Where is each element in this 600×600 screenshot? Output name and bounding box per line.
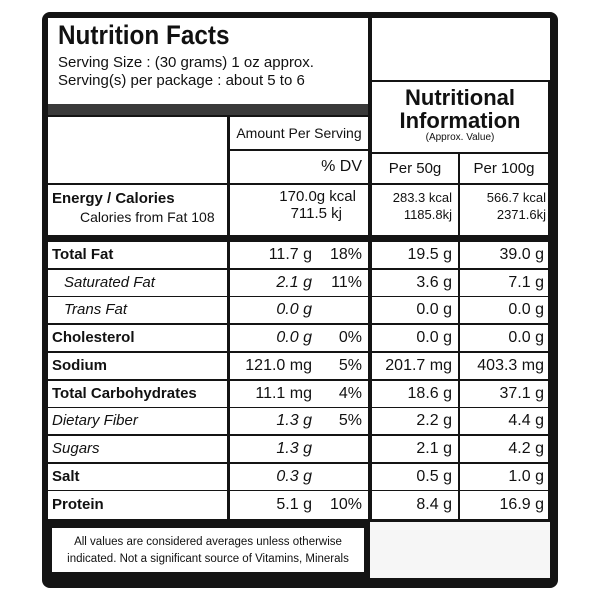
nutrient-amount: 1.3 g — [230, 436, 318, 462]
nutrient-dv: 5% — [318, 353, 368, 379]
energy-per50-kj: 1185.8kj — [403, 207, 452, 222]
blank-top-right — [372, 18, 550, 80]
nutrient-per100: 403.3 mg — [460, 353, 548, 379]
nutrient-name: Trans Fat — [48, 297, 227, 323]
nutrient-amount: 2.1 g — [230, 270, 318, 296]
nutrient-per100: 4.4 g — [460, 408, 548, 434]
nutrient-name: Protein — [48, 491, 227, 519]
energy-per50: 283.3 kcal 1185.8kj — [372, 185, 458, 235]
footnote-line-2: indicated. Not a significant source of V… — [67, 553, 349, 565]
energy-serving-kcal: 170.0g kcal — [279, 188, 356, 205]
nutritional-information-header: Nutritional Information (Approx. Value) — [372, 82, 548, 152]
nutrient-name: Total Fat — [48, 242, 227, 268]
nutrient-dv: 0% — [318, 325, 368, 351]
calories-from-fat: Calories from Fat 108 — [80, 209, 215, 225]
energy-per50-kcal: 283.3 kcal — [392, 190, 452, 205]
nutritional-subtitle: (Approx. Value) — [425, 132, 495, 143]
energy-per100: 566.7 kcal 2371.6kj — [460, 185, 548, 235]
nutrient-per100: 16.9 g — [460, 491, 548, 519]
nutrient-name: Cholesterol — [48, 325, 227, 351]
nutritional-title-2: Information — [399, 108, 521, 133]
nutrient-amount: 11.7 g — [230, 242, 318, 268]
nutrient-per100: 4.2 g — [460, 436, 548, 462]
servings-per-package: Serving(s) per package : about 5 to 6 — [58, 72, 305, 89]
footnote-line-1: All values are considered averages unles… — [74, 536, 342, 548]
per100-header: Per 100g — [460, 154, 548, 183]
nutrient-dv — [318, 464, 368, 490]
energy-serving-kj: 711.5 kj — [290, 205, 342, 222]
label-header-blank — [48, 117, 227, 183]
energy-label: Energy / Calories Calories from Fat 108 — [48, 185, 227, 235]
nutrient-per50: 8.4 g — [372, 491, 458, 519]
energy-per100-kj: 2371.6kj — [496, 207, 546, 222]
footnote: All values are considered averages unles… — [50, 526, 366, 574]
nutrient-amount: 0.0 g — [230, 297, 318, 323]
nutritional-title-1: Nutritional — [405, 85, 515, 110]
nutrient-per100: 0.0 g — [460, 297, 548, 323]
nutrient-per100: 1.0 g — [460, 464, 548, 490]
nutrient-per50: 2.2 g — [372, 408, 458, 434]
serving-size: Serving Size : (30 grams) 1 oz approx. — [58, 54, 314, 71]
nutrient-per50: 0.0 g — [372, 297, 458, 323]
nutrition-facts-panel: Nutrition Facts Serving Size : (30 grams… — [48, 18, 368, 104]
nutrient-per50: 0.5 g — [372, 464, 458, 490]
nutrient-per50: 3.6 g — [372, 270, 458, 296]
divider-bar — [48, 104, 368, 115]
nutrient-name: Total Carbohydrates — [48, 381, 227, 407]
nutrient-per100: 0.0 g — [460, 325, 548, 351]
nutrient-name: Dietary Fiber — [48, 408, 227, 434]
nutrient-per50: 0.0 g — [372, 325, 458, 351]
title: Nutrition Facts — [58, 20, 230, 50]
nutrient-per100: 7.1 g — [460, 270, 548, 296]
nutrient-dv — [318, 436, 368, 462]
nutrient-amount: 0.0 g — [230, 325, 318, 351]
nutrient-dv: 18% — [318, 242, 368, 268]
nutrient-per50: 201.7 mg — [372, 353, 458, 379]
nutrient-name: Sodium — [48, 353, 227, 379]
nutrient-amount: 0.3 g — [230, 464, 318, 490]
nutrient-dv: 5% — [318, 408, 368, 434]
nutrient-dv: 4% — [318, 381, 368, 407]
nutrient-per50: 19.5 g — [372, 242, 458, 268]
nutrient-amount: 121.0 mg — [230, 353, 318, 379]
nutrient-amount: 11.1 mg — [230, 381, 318, 407]
nutrient-per50: 2.1 g — [372, 436, 458, 462]
nutrient-per100: 39.0 g — [460, 242, 548, 268]
energy-serving: 170.0g kcal 711.5 kj — [230, 185, 368, 235]
nutrient-name: Sugars — [48, 436, 227, 462]
nutrient-dv: 10% — [318, 491, 368, 519]
nutrient-per50: 18.6 g — [372, 381, 458, 407]
nutrient-dv: 11% — [318, 270, 368, 296]
nutrient-per100: 37.1 g — [460, 381, 548, 407]
energy-title: Energy / Calories — [52, 190, 175, 207]
amount-per-serving-header: Amount Per Serving — [230, 117, 368, 149]
per50-header: Per 50g — [372, 154, 458, 183]
nutrient-dv — [318, 297, 368, 323]
nutrient-amount: 1.3 g — [230, 408, 318, 434]
energy-per100-kcal: 566.7 kcal — [486, 190, 546, 205]
nutrient-name: Salt — [48, 464, 227, 490]
dv-header: % DV — [230, 151, 368, 183]
nutrient-amount: 5.1 g — [230, 491, 318, 519]
blank-bottom-right — [370, 522, 550, 578]
nutrient-name: Saturated Fat — [48, 270, 227, 296]
